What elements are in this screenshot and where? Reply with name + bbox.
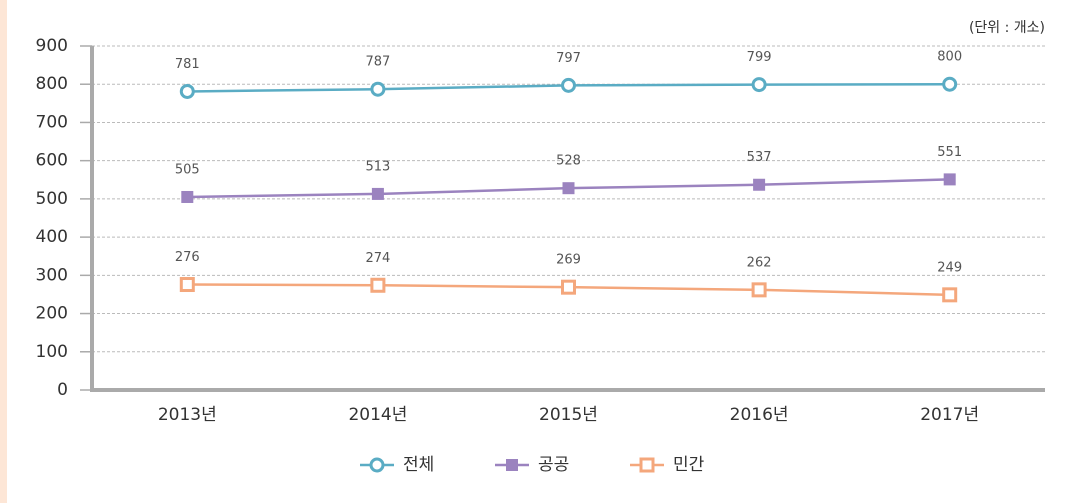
y-tick-label: 400	[36, 227, 68, 247]
unit-annotation: (단위 : 개소)	[969, 20, 1045, 36]
data-label: 781	[175, 57, 200, 72]
legend-label: 전체	[403, 455, 434, 475]
y-tick-label: 900	[36, 36, 68, 56]
data-label: 799	[747, 50, 772, 65]
x-tick-label: 2013년	[158, 405, 217, 425]
data-label: 800	[937, 50, 962, 65]
x-tick-label: 2014년	[348, 405, 407, 425]
point	[561, 77, 576, 93]
point	[751, 77, 767, 93]
data-label: 505	[175, 162, 200, 177]
y-tick-label: 500	[36, 189, 68, 209]
point	[179, 277, 195, 293]
y-tick-label: 700	[36, 112, 68, 132]
point	[942, 287, 958, 303]
point	[179, 83, 195, 99]
data-label: 276	[175, 250, 200, 265]
y-tick-label: 100	[36, 342, 68, 362]
point	[506, 459, 518, 471]
data-label: 787	[365, 55, 390, 70]
point	[370, 81, 386, 97]
data-label: 797	[556, 51, 581, 66]
y-tick-label: 300	[36, 265, 68, 285]
point	[942, 76, 958, 92]
y-tick-label: 0	[57, 380, 68, 400]
data-label: 537	[747, 150, 772, 165]
data-label: 513	[365, 159, 390, 174]
data-label: 269	[556, 253, 581, 268]
point	[369, 457, 385, 473]
point	[181, 190, 194, 203]
point	[561, 279, 576, 295]
point	[753, 178, 766, 191]
x-tick-label: 2015년	[539, 405, 598, 425]
data-label: 551	[937, 145, 962, 160]
y-tick-label: 800	[36, 74, 68, 94]
x-tick-label: 2016년	[730, 405, 789, 425]
legend-label: 민간	[673, 455, 705, 475]
x-tick-label: 2017년	[920, 405, 979, 425]
point	[639, 457, 655, 473]
data-label: 528	[556, 154, 581, 169]
y-tick-label: 200	[36, 304, 68, 324]
point	[562, 182, 575, 195]
y-tick-label: 600	[36, 151, 68, 171]
legend-label: 공공	[538, 455, 569, 475]
point	[751, 282, 767, 298]
point	[370, 277, 386, 293]
data-label: 262	[747, 255, 772, 270]
data-label: 274	[365, 251, 390, 266]
point	[371, 187, 384, 200]
side-stripe	[0, 0, 7, 503]
data-label: 249	[937, 260, 962, 275]
point	[943, 173, 956, 186]
